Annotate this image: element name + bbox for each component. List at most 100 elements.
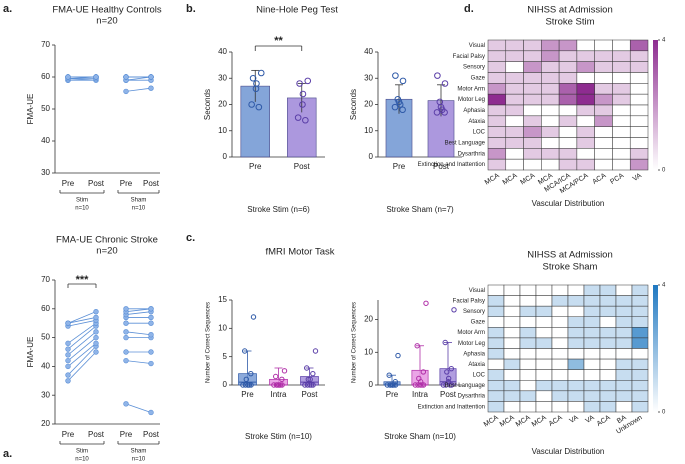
point — [148, 360, 154, 367]
heat-cell — [612, 126, 631, 138]
heat-cell — [631, 380, 649, 392]
row-label: Extinction and Inattention — [418, 162, 485, 168]
heat-cell — [567, 390, 585, 402]
colorbar — [653, 40, 658, 170]
y-tick-label: 10 — [218, 323, 227, 332]
y-tick-label: 0 — [223, 152, 228, 161]
point — [440, 382, 447, 388]
heat-cell — [487, 126, 507, 138]
heat-cell — [505, 104, 524, 117]
point — [65, 378, 71, 384]
heat-cell — [599, 305, 617, 317]
point — [243, 376, 250, 383]
y-tick-label: 10 — [364, 126, 373, 135]
heat-cell — [629, 148, 649, 160]
heat-cell — [487, 39, 507, 52]
heat-cell — [629, 115, 649, 127]
point — [416, 375, 422, 382]
heat-cell — [541, 137, 560, 149]
heat-cell — [583, 401, 601, 413]
heat-cell — [615, 369, 633, 381]
heat-cell — [551, 401, 569, 413]
row-label: Dysarthria — [458, 394, 486, 400]
heat-cell — [594, 61, 613, 73]
point — [417, 382, 424, 388]
heat-cell — [615, 380, 633, 392]
heat-cell — [567, 316, 585, 328]
column-label: MCA — [499, 414, 516, 428]
heat-cell — [594, 126, 613, 138]
heat-cell — [487, 115, 507, 127]
chart-title: NIHSS at Admission — [527, 250, 613, 261]
heat-cell — [505, 158, 524, 171]
significance: ** — [274, 35, 283, 47]
row-label: Ataxia — [468, 119, 485, 125]
heat-cell — [599, 369, 617, 381]
column-label: MCA — [483, 414, 500, 428]
heat-cell — [487, 72, 507, 84]
heat-cell — [558, 50, 578, 62]
heat-cell — [505, 93, 524, 106]
heat-cell — [558, 72, 578, 84]
column-label: MCA — [531, 414, 548, 428]
point — [392, 72, 399, 79]
panel-label: a. — [3, 448, 12, 460]
heat-cell — [567, 348, 585, 360]
column-label: ACA — [591, 172, 607, 186]
x-axis-label: Stroke Sham (n=10) — [384, 432, 456, 441]
heat-cell — [594, 158, 613, 171]
heat-cell — [551, 305, 569, 317]
heat-cell — [567, 337, 585, 349]
heat-cell — [487, 158, 507, 171]
heat-cell — [558, 61, 578, 73]
point — [423, 300, 429, 306]
heat-cell — [487, 50, 507, 62]
point — [65, 320, 71, 326]
heat-cell — [505, 148, 524, 160]
point — [433, 109, 441, 116]
heat-cell — [541, 50, 560, 62]
pair-line — [67, 319, 97, 327]
heat-cell — [594, 148, 613, 160]
pair-line — [67, 317, 97, 324]
y-tick-label: 40 — [41, 136, 50, 145]
heat-cell — [487, 358, 505, 370]
heat-cell — [612, 93, 631, 106]
heat-cell — [541, 93, 560, 106]
group-name: Stim — [76, 198, 88, 204]
pair-line — [67, 325, 97, 350]
heat-cell — [551, 284, 569, 296]
heat-cell — [629, 126, 649, 138]
row-label: Motor Arm — [457, 330, 485, 336]
heat-cell — [629, 93, 649, 106]
heat-cell — [615, 348, 633, 360]
row-label: Best Language — [445, 383, 486, 389]
point — [448, 382, 455, 388]
heat-cell — [503, 316, 521, 328]
point — [123, 357, 129, 364]
point — [65, 352, 71, 358]
heat-cell — [612, 104, 631, 117]
x-tick-label: Post — [301, 390, 318, 399]
heat-cell — [519, 358, 537, 370]
pair-line — [125, 76, 152, 81]
heat-cell — [551, 337, 569, 349]
heat-cell — [541, 39, 560, 52]
point — [271, 382, 277, 388]
heat-cell — [594, 50, 613, 62]
row-label: Gaze — [471, 75, 486, 81]
heat-cell — [576, 50, 595, 62]
heat-cell — [567, 305, 585, 317]
x-tick-label: Pre — [120, 179, 133, 188]
heat-cell — [583, 316, 601, 328]
row-label: Ataxia — [468, 362, 485, 368]
heat-cell — [523, 158, 542, 171]
point — [441, 80, 449, 87]
y-axis-label: Number of Correct Sequences — [206, 302, 212, 383]
point — [299, 101, 306, 108]
point — [312, 348, 319, 354]
point — [148, 74, 154, 80]
heat-cell — [503, 401, 521, 413]
heat-cell — [558, 126, 578, 138]
y-tick-label: 0 — [369, 380, 374, 389]
